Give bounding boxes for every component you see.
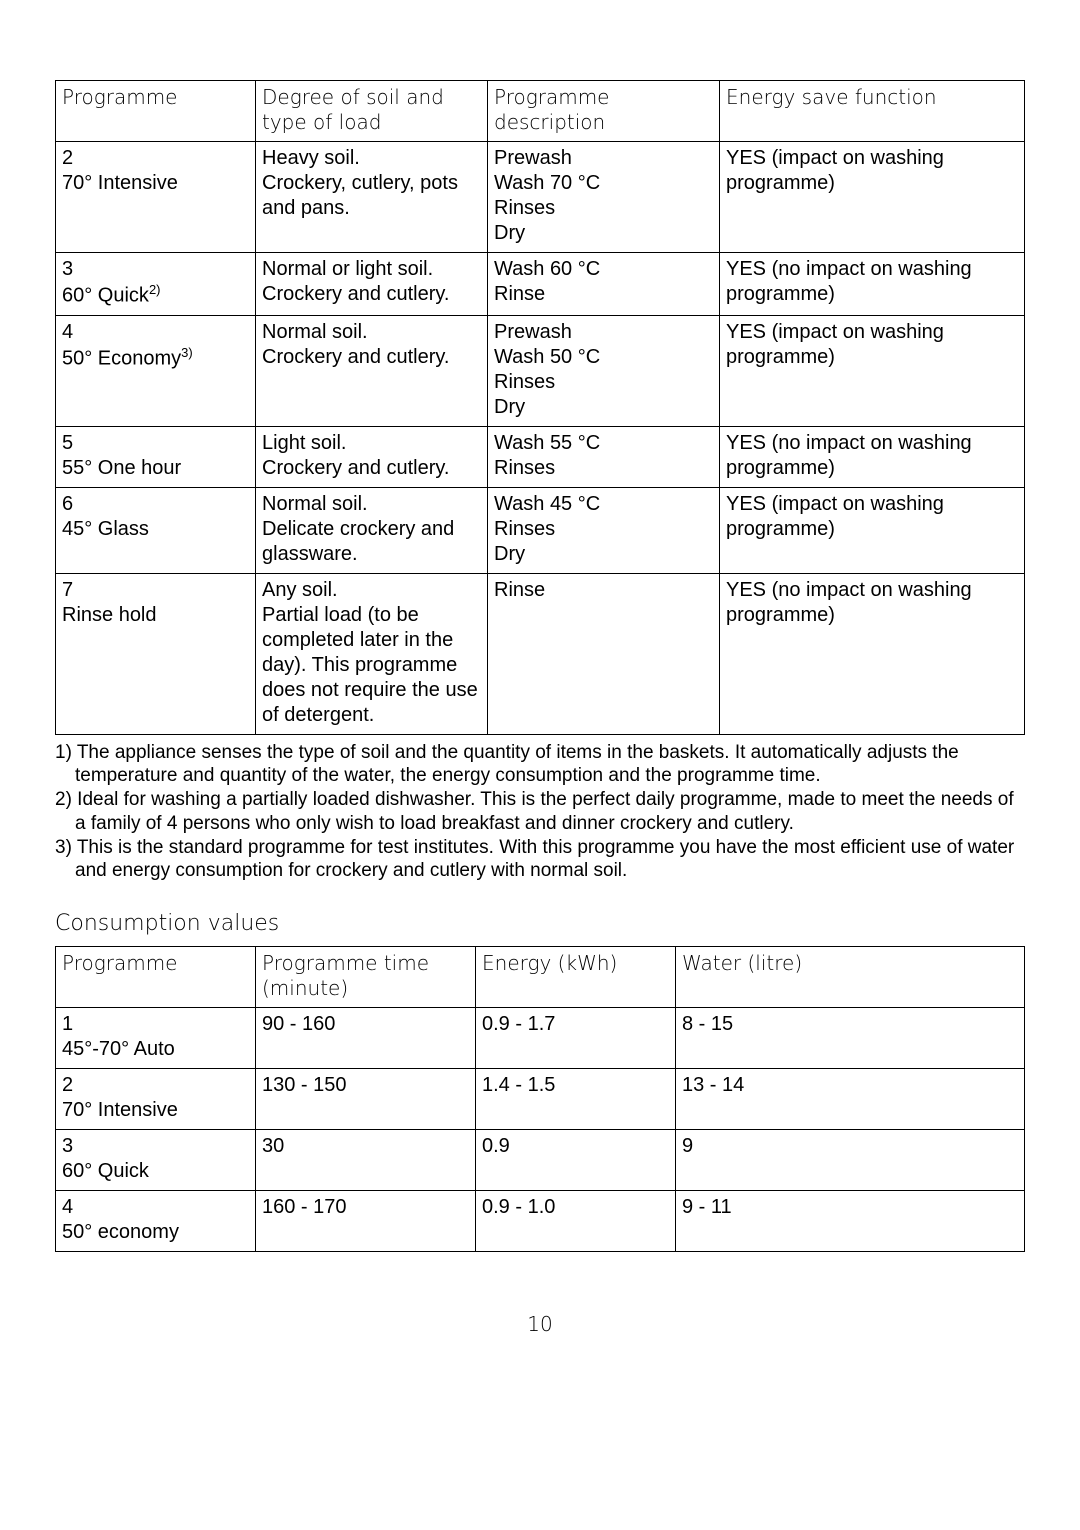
programmes-table: Programme Degree of soil and type of loa… [55,80,1025,735]
cell-description: Wash 60 °CRinse [488,253,720,316]
programmes-table-header: Programme Degree of soil and type of loa… [56,81,1025,142]
cell-programme: 450° economy [56,1191,256,1252]
consumption-table-header: Programme Programme time (minute) Energy… [56,947,1025,1008]
cell-programme: 7Rinse hold [56,573,256,734]
cell-energy-save: YES (no impact on washing programme) [720,573,1025,734]
col-header-energy: Energy (kWh) [476,947,676,1008]
cell-programme: 645° Glass [56,487,256,573]
table-row: 360° Quick 30 0.9 9 [56,1130,1025,1191]
col-header-programme: Programme [56,81,256,142]
cell-description: PrewashWash 70 °CRinsesDry [488,142,720,253]
footnote-1: 1) The appliance senses the type of soil… [55,741,1025,789]
cell-time: 130 - 150 [256,1069,476,1130]
table-row: 450° Economy3) Normal soil.Crockery and … [56,315,1025,426]
consumption-table-body: 145°-70° Auto 90 - 160 0.9 - 1.7 8 - 15 … [56,1008,1025,1252]
cell-water: 9 - 11 [676,1191,1025,1252]
col-header-time: Programme time (minute) [256,947,476,1008]
cell-water: 8 - 15 [676,1008,1025,1069]
col-header-water: Water (litre) [676,947,1025,1008]
cell-time: 30 [256,1130,476,1191]
cell-energy-save: YES (impact on washing programme) [720,142,1025,253]
cell-energy-save: YES (no impact on washing programme) [720,426,1025,487]
consumption-table: Programme Programme time (minute) Energy… [55,946,1025,1252]
table-row: 270° Intensive Heavy soil.Crockery, cutl… [56,142,1025,253]
cell-programme: 360° Quick2) [56,253,256,316]
footnote-3: 3) This is the standard programme for te… [55,836,1025,884]
table-row: 645° Glass Normal soil.Delicate crockery… [56,487,1025,573]
table-row: 270° Intensive 130 - 150 1.4 - 1.5 13 - … [56,1069,1025,1130]
footnote-2: 2) Ideal for washing a partially loaded … [55,788,1025,836]
table-row: 450° economy 160 - 170 0.9 - 1.0 9 - 11 [56,1191,1025,1252]
cell-soil: Heavy soil.Crockery, cutlery, pots and p… [256,142,488,253]
cell-programme: 270° Intensive [56,1069,256,1130]
cell-energy-save: YES (impact on washing programme) [720,315,1025,426]
cell-energy: 0.9 - 1.7 [476,1008,676,1069]
cell-energy-save: YES (no impact on washing programme) [720,253,1025,316]
cell-programme: 555° One hour [56,426,256,487]
cell-description: PrewashWash 50 °CRinsesDry [488,315,720,426]
cell-energy-save: YES (impact on washing programme) [720,487,1025,573]
cell-programme: 270° Intensive [56,142,256,253]
cell-water: 9 [676,1130,1025,1191]
programmes-table-body: 270° Intensive Heavy soil.Crockery, cutl… [56,142,1025,735]
cell-description: Wash 45 °CRinsesDry [488,487,720,573]
consumption-values-title: Consumption values [55,911,1025,936]
cell-time: 160 - 170 [256,1191,476,1252]
table-row: 145°-70° Auto 90 - 160 0.9 - 1.7 8 - 15 [56,1008,1025,1069]
cell-energy: 1.4 - 1.5 [476,1069,676,1130]
cell-soil: Any soil.Partial load (to be completed l… [256,573,488,734]
cell-description: Rinse [488,573,720,734]
cell-soil: Normal soil.Delicate crockery and glassw… [256,487,488,573]
cell-time: 90 - 160 [256,1008,476,1069]
cell-description: Wash 55 °CRinses [488,426,720,487]
cell-water: 13 - 14 [676,1069,1025,1130]
cell-programme: 450° Economy3) [56,315,256,426]
cell-soil: Normal soil.Crockery and cutlery. [256,315,488,426]
cell-programme: 360° Quick [56,1130,256,1191]
cell-soil: Normal or light soil.Crockery and cutler… [256,253,488,316]
cell-energy: 0.9 [476,1130,676,1191]
table-row: 555° One hour Light soil.Crockery and cu… [56,426,1025,487]
cell-programme: 145°-70° Auto [56,1008,256,1069]
table-row: 7Rinse hold Any soil.Partial load (to be… [56,573,1025,734]
table-row: 360° Quick2) Normal or light soil.Crocke… [56,253,1025,316]
page-number: 10 [55,1312,1025,1336]
col-header-energy-save: Energy save function [720,81,1025,142]
cell-energy: 0.9 - 1.0 [476,1191,676,1252]
col-header-programme: Programme [56,947,256,1008]
cell-soil: Light soil.Crockery and cutlery. [256,426,488,487]
footnotes: 1) The appliance senses the type of soil… [55,741,1025,884]
col-header-description: Programme description [488,81,720,142]
col-header-soil: Degree of soil and type of load [256,81,488,142]
